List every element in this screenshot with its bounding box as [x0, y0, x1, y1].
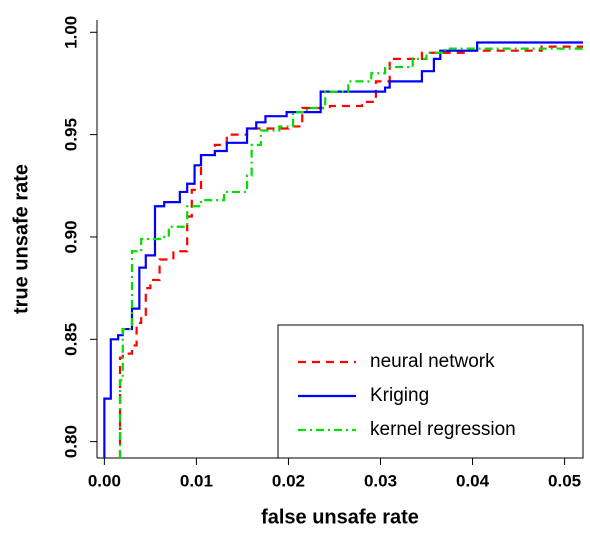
- y-tick-label: 0.85: [61, 323, 80, 356]
- line: [103, 41, 583, 458]
- legend-box: [277, 324, 584, 459]
- x-tick-label: 0.01: [180, 471, 213, 490]
- legend-label: neural network: [370, 351, 495, 372]
- y-tick-label: 0.95: [61, 118, 80, 151]
- y-tick-label: 1.00: [61, 16, 80, 49]
- x-tick-label: 0.03: [364, 471, 397, 490]
- x-tick-label: 0.05: [548, 471, 581, 490]
- legend-label: kernel regression: [370, 419, 516, 440]
- legend-label: Kriging: [370, 385, 429, 406]
- x-tick-label: 0.04: [456, 471, 490, 490]
- y-tick-label: 0.80: [61, 425, 80, 458]
- line: [118, 47, 583, 458]
- y-axis-label: true unsafe rate: [10, 164, 32, 314]
- y-tick-label: 0.90: [61, 220, 80, 253]
- x-axis-label: false unsafe rate: [261, 506, 419, 528]
- x-tick-label: 0.00: [88, 471, 121, 490]
- x-tick-label: 0.02: [272, 471, 305, 490]
